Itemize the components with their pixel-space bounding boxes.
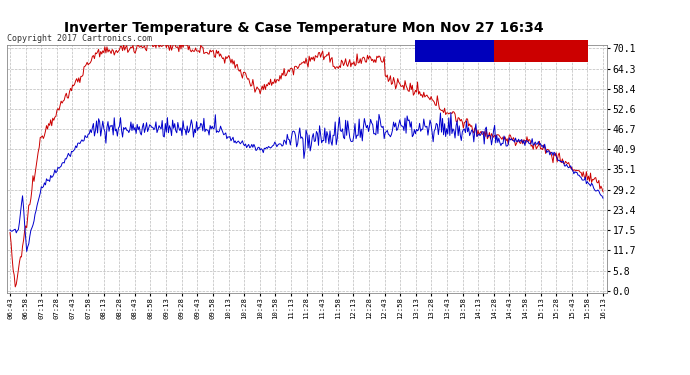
Text: Inverter Temperature & Case Temperature Mon Nov 27 16:34: Inverter Temperature & Case Temperature … — [63, 21, 544, 34]
Text: Case  (°C): Case (°C) — [422, 46, 475, 56]
Text: Copyright 2017 Cartronics.com: Copyright 2017 Cartronics.com — [7, 34, 152, 43]
Text: Inverter  (°C): Inverter (°C) — [499, 46, 574, 56]
